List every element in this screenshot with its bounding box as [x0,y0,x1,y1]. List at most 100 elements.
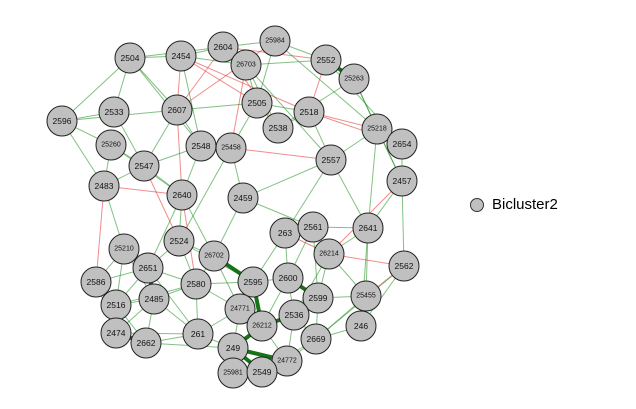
node-circle [338,63,370,95]
node-2596: 2596 [46,105,78,137]
node-261: 261 [182,318,214,350]
node-label: 25210 [114,246,134,253]
node-label: 249 [226,343,240,353]
node-circle [315,144,347,176]
node-circle [230,49,262,81]
legend-label: Bicluster2 [492,196,558,213]
node-circle [386,165,418,197]
node-circle [297,211,329,243]
node-25260: 25260 [95,129,127,161]
node-circle [108,233,140,265]
node-label: 25981 [223,370,243,377]
node-label: 2596 [53,116,72,126]
node-circle [130,327,162,359]
node-2604: 2604 [207,31,239,63]
node-circle [278,299,310,331]
node-circle [165,40,197,72]
node-25210: 25210 [108,233,140,265]
node-label: 25263 [344,76,364,83]
node-label: 2485 [145,294,164,304]
node-circle [46,105,78,137]
node-25458: 25458 [215,132,247,164]
node-label: 2557 [322,155,341,165]
node-2547: 2547 [128,150,160,182]
node-label: 2549 [253,367,272,377]
node-2552: 2552 [310,44,342,76]
node-2524: 2524 [163,225,195,257]
node-layer: 2504 2454 2604 25984 26703 2552 25263 2596 2533 2… [46,25,420,389]
node-2561: 2561 [297,211,329,243]
node-2504: 2504 [114,42,146,74]
node-circle [138,283,170,315]
node-label: 2533 [105,107,124,117]
node-label: 2524 [170,236,189,246]
node-label: 25260 [101,142,121,149]
node-label: 2640 [173,190,192,200]
node-circle [300,323,332,355]
node-label: 26214 [319,251,339,258]
node-label: 2604 [214,42,233,52]
node-circle [128,150,160,182]
node-circle [388,250,420,282]
node-label: 2459 [234,193,253,203]
node-2562: 2562 [388,250,420,282]
node-label: 26702 [204,253,224,260]
node-circle [114,42,146,74]
node-circle [293,96,325,128]
node-2548: 2548 [185,130,217,162]
node-circle [302,282,334,314]
edge-25984-25218 [274,40,378,130]
node-2485: 2485 [138,283,170,315]
node-circle [237,266,269,298]
node-2557: 2557 [315,144,347,176]
node-25455: 25455 [350,280,382,312]
node-label: 25984 [265,38,285,45]
node-2580: 2580 [180,268,212,300]
node-2669: 2669 [300,323,332,355]
node-circle [352,212,384,244]
edge-2557-2459 [242,159,332,199]
node-label: 2483 [95,181,114,191]
node-2505: 2505 [241,87,273,119]
node-circle [313,238,345,270]
node-2595: 2595 [237,266,269,298]
node-circle [88,170,120,202]
node-circle [259,25,291,57]
node-label: 2561 [304,222,323,232]
node-circle [166,179,198,211]
node-circle [198,240,230,272]
node-circle [350,280,382,312]
node-circle [361,113,393,145]
node-label: 2654 [393,139,412,149]
node-label: 261 [191,329,205,339]
node-2474: 2474 [100,317,132,349]
node-circle [161,94,193,126]
node-label: 2457 [393,176,412,186]
node-label: 2552 [317,55,336,65]
edge-25458-2557 [230,147,332,161]
node-circle [345,310,377,342]
node-2454: 2454 [165,40,197,72]
node-circle [95,129,127,161]
node-label: 2548 [192,141,211,151]
node-2599: 2599 [302,282,334,314]
node-circle [215,132,247,164]
node-label: 25458 [221,145,241,152]
edge-2454-2518 [180,55,310,113]
node-label: 24771 [230,306,250,313]
node-2536: 2536 [278,299,310,331]
node-circle [80,266,112,298]
node-circle [98,96,130,128]
node-2641: 2641 [352,212,384,244]
legend-node-marker [470,197,484,212]
node-label: 2586 [87,277,106,287]
node-circle [246,356,278,388]
node-label: 2651 [139,263,158,273]
node-2654: 2654 [386,128,418,160]
node-label: 2599 [309,293,328,303]
node-label: 2505 [248,98,267,108]
node-2538: 2538 [262,112,294,144]
node-label: 2562 [395,261,414,271]
node-2651: 2651 [132,252,164,284]
